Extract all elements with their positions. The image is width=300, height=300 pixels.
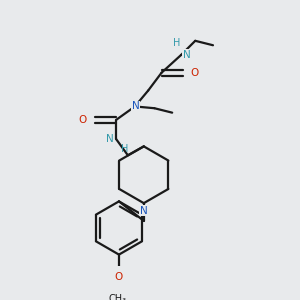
Text: H: H bbox=[173, 38, 180, 48]
Text: O: O bbox=[191, 68, 199, 78]
Text: O: O bbox=[79, 115, 87, 125]
Text: N: N bbox=[183, 50, 190, 60]
Text: H: H bbox=[121, 144, 128, 154]
Text: N: N bbox=[106, 134, 114, 144]
Text: O: O bbox=[115, 272, 123, 282]
Text: CH₃: CH₃ bbox=[108, 294, 126, 300]
Text: N: N bbox=[140, 206, 148, 216]
Text: N: N bbox=[132, 101, 140, 112]
